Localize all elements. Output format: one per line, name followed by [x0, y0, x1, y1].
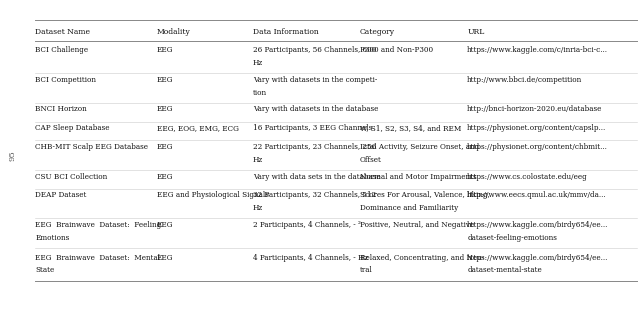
Text: EEG  Brainwave  Dataset:  Feeling
Emotions: EEG Brainwave Dataset: Feeling Emotions	[35, 221, 161, 242]
Text: Vary with data sets in the database: Vary with data sets in the database	[253, 173, 380, 181]
Text: EEG: EEG	[157, 221, 173, 229]
Text: DEAP Dataset: DEAP Dataset	[35, 191, 86, 199]
Text: Scores For Arousal, Valence, liking,
Dominance and Familiarity: Scores For Arousal, Valence, liking, Dom…	[360, 191, 490, 212]
Text: CHB-MIT Scalp EEG Database: CHB-MIT Scalp EEG Database	[35, 143, 148, 151]
Text: http://bnci-horizon-2020.eu/database: http://bnci-horizon-2020.eu/database	[467, 105, 603, 114]
Text: Normal and Motor Impairments: Normal and Motor Impairments	[360, 173, 476, 181]
Text: URL: URL	[467, 28, 484, 36]
Text: CSU BCI Collection: CSU BCI Collection	[35, 173, 108, 181]
Text: 22 Participants, 23 Channels, 256
Hz: 22 Participants, 23 Channels, 256 Hz	[253, 143, 376, 164]
Text: Ictal Activity, Seizure Onset, and
Offset: Ictal Activity, Seizure Onset, and Offse…	[360, 143, 479, 164]
Text: EEG: EEG	[157, 105, 173, 114]
Text: 26 Participants, 56 Channels, 600
Hz: 26 Participants, 56 Channels, 600 Hz	[253, 46, 376, 67]
Text: http://www.bbci.de/competition: http://www.bbci.de/competition	[467, 76, 582, 84]
Text: EEG: EEG	[157, 76, 173, 84]
Text: https://www.kaggle.com/birdy654/ee...
dataset-feeling-emotions: https://www.kaggle.com/birdy654/ee... da…	[467, 221, 609, 242]
Text: 95: 95	[9, 151, 17, 161]
Text: CAP Sleep Database: CAP Sleep Database	[35, 124, 109, 132]
Text: https://physionet.org/content/capslp...: https://physionet.org/content/capslp...	[467, 124, 607, 132]
Text: Relaxed, Concentrating, and Neu-
tral: Relaxed, Concentrating, and Neu- tral	[360, 254, 484, 275]
Text: 16 Participants, 3 EEG Channels: 16 Participants, 3 EEG Channels	[253, 124, 372, 132]
Text: https://www.kaggle.com/birdy654/ee...
dataset-mental-state: https://www.kaggle.com/birdy654/ee... da…	[467, 254, 609, 275]
Text: Category: Category	[360, 28, 395, 36]
Text: BCI Challenge: BCI Challenge	[35, 46, 88, 54]
Text: EEG and Physiological Signals: EEG and Physiological Signals	[157, 191, 269, 199]
Text: EEG: EEG	[157, 254, 173, 262]
Text: https://www.kaggle.com/c/inria-bci-c...: https://www.kaggle.com/c/inria-bci-c...	[467, 46, 608, 54]
Text: Modality: Modality	[157, 28, 191, 36]
Text: BCI Competition: BCI Competition	[35, 76, 96, 84]
Text: BNCI Horizon: BNCI Horizon	[35, 105, 87, 114]
Text: EEG: EEG	[157, 46, 173, 54]
Text: Data Information: Data Information	[253, 28, 319, 36]
Text: 4 Participants, 4 Channels, - Hz: 4 Participants, 4 Channels, - Hz	[253, 254, 368, 262]
Text: EEG  Brainwave  Dataset:  Mental
State: EEG Brainwave Dataset: Mental State	[35, 254, 161, 275]
Text: 32 Participants, 32 Channels, 512
Hz: 32 Participants, 32 Channels, 512 Hz	[253, 191, 376, 212]
Text: http://www.eecs.qmul.ac.uk/mmv/da...: http://www.eecs.qmul.ac.uk/mmv/da...	[467, 191, 607, 199]
Text: P300 and Non-P300: P300 and Non-P300	[360, 46, 433, 54]
Text: https://physionet.org/content/chbmit...: https://physionet.org/content/chbmit...	[467, 143, 608, 151]
Text: 2 Participants, 4 Channels, - ²: 2 Participants, 4 Channels, - ²	[253, 221, 361, 229]
Text: W, S1, S2, S3, S4, and REM: W, S1, S2, S3, S4, and REM	[360, 124, 461, 132]
Text: Dataset Name: Dataset Name	[35, 28, 90, 36]
Text: EEG: EEG	[157, 173, 173, 181]
Text: EEG: EEG	[157, 143, 173, 151]
Text: Vary with datasets in the competi-
tion: Vary with datasets in the competi- tion	[253, 76, 377, 97]
Text: Positive, Neutral, and Negative: Positive, Neutral, and Negative	[360, 221, 474, 229]
Text: https://www.cs.colostate.edu/eeg: https://www.cs.colostate.edu/eeg	[467, 173, 588, 181]
Text: Vary with datasets in the database: Vary with datasets in the database	[253, 105, 378, 114]
Text: EEG, EOG, EMG, ECG: EEG, EOG, EMG, ECG	[157, 124, 239, 132]
